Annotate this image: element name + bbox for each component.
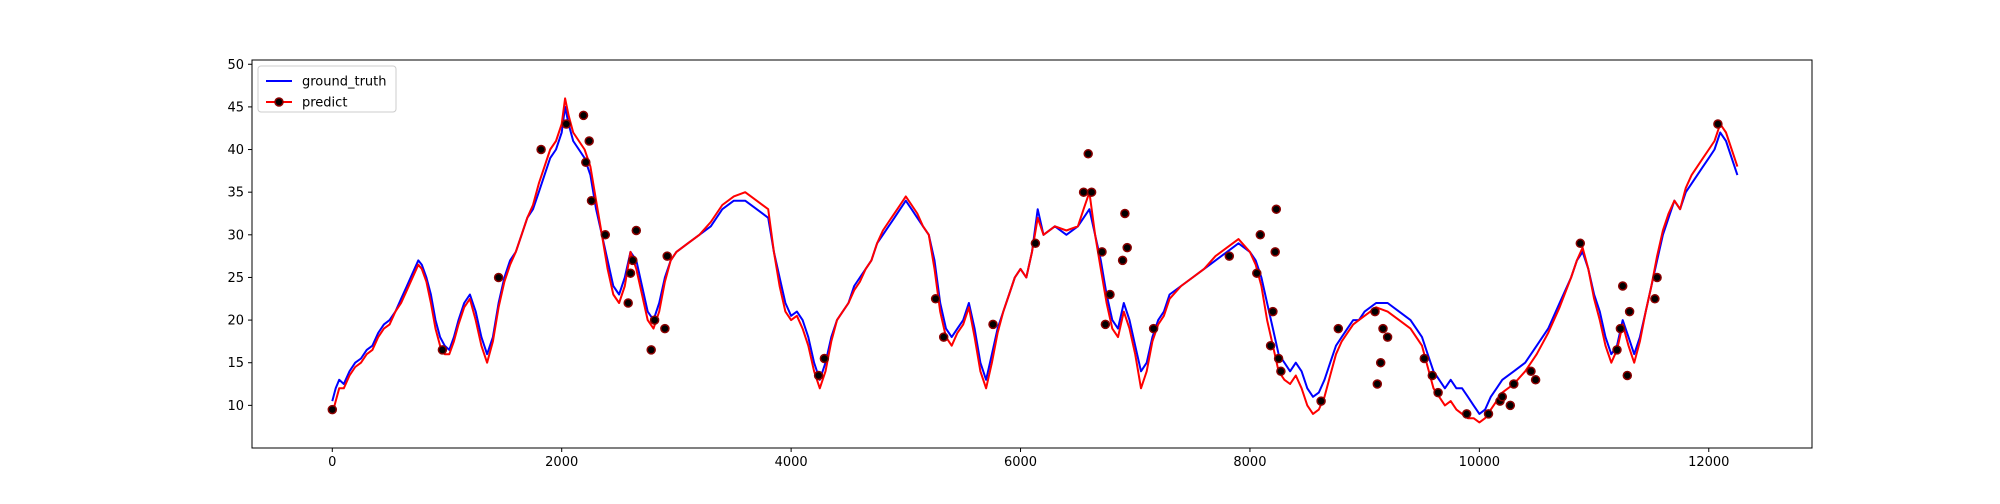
data-point xyxy=(1148,323,1159,334)
data-point xyxy=(1120,208,1130,219)
y-tick-label: 30 xyxy=(227,228,244,243)
data-point xyxy=(584,136,594,146)
y-tick-label: 20 xyxy=(227,314,244,329)
data-point xyxy=(1117,255,1128,266)
data-point xyxy=(1276,366,1286,377)
data-point xyxy=(561,119,572,129)
y-axis: 10 15 20 25 30 35 40 45 50 xyxy=(227,58,252,414)
data-point xyxy=(1100,319,1111,330)
data-point xyxy=(628,255,638,266)
data-point xyxy=(1372,379,1383,389)
data-point xyxy=(1509,379,1519,389)
y-tick-label: 40 xyxy=(227,143,244,158)
data-point xyxy=(660,323,670,334)
plot-area xyxy=(327,97,1739,424)
data-point xyxy=(1622,370,1633,381)
x-tick-label: 6000 xyxy=(1004,455,1037,470)
y-tick-label: 45 xyxy=(227,100,244,115)
y-tick-label: 35 xyxy=(227,186,244,201)
data-point xyxy=(1650,294,1660,304)
data-point xyxy=(536,144,546,155)
data-point xyxy=(600,230,611,240)
data-point xyxy=(819,353,830,364)
data-point xyxy=(1713,119,1723,129)
axes-frame xyxy=(251,59,1813,449)
data-point xyxy=(1433,387,1443,398)
x-tick-label: 2000 xyxy=(545,455,578,470)
data-point xyxy=(1612,345,1622,355)
data-point xyxy=(578,110,589,121)
data-point xyxy=(437,345,448,355)
legend-label-ground_truth: ground_truth xyxy=(302,75,387,90)
data-point xyxy=(1224,251,1235,261)
x-tick-label: 0 xyxy=(328,455,336,470)
data-point xyxy=(493,272,504,283)
data-point xyxy=(1615,323,1626,334)
data-point xyxy=(1419,353,1430,364)
data-point xyxy=(1375,357,1386,368)
data-point xyxy=(1268,306,1278,317)
data-point xyxy=(1652,272,1662,283)
legend-box xyxy=(257,65,397,113)
data-point xyxy=(1255,230,1266,240)
data-point xyxy=(1370,306,1380,317)
legend-marker xyxy=(274,97,284,107)
data-point xyxy=(1086,187,1097,197)
data-point xyxy=(1271,204,1282,214)
series-predict xyxy=(327,97,1739,424)
data-point xyxy=(662,251,672,261)
data-point xyxy=(1624,306,1635,317)
x-tick-label: 4000 xyxy=(775,455,808,470)
data-point xyxy=(1265,340,1276,351)
data-point xyxy=(1575,238,1586,249)
data-point xyxy=(1497,392,1508,402)
data-point xyxy=(988,319,998,330)
data-point xyxy=(1273,353,1284,364)
data-point xyxy=(1097,247,1107,257)
series-line-predict xyxy=(331,97,1739,424)
x-tick-label: 8000 xyxy=(1233,455,1266,470)
data-point xyxy=(1378,323,1388,334)
data-point xyxy=(1270,247,1280,257)
data-point xyxy=(586,195,597,206)
data-point xyxy=(1252,268,1262,278)
data-point xyxy=(646,345,656,355)
y-tick-label: 50 xyxy=(227,58,244,73)
data-point xyxy=(1505,400,1516,411)
data-point xyxy=(581,157,591,168)
data-point xyxy=(1083,149,1093,159)
data-point xyxy=(631,225,642,236)
data-point xyxy=(1030,238,1041,249)
x-tick-label: 10000 xyxy=(1459,455,1500,470)
data-point xyxy=(1105,289,1115,300)
data-point xyxy=(1333,323,1344,334)
x-axis: 0 2000 4000 6000 8000 10000 12000 xyxy=(328,448,1729,470)
data-point xyxy=(938,332,949,342)
data-point xyxy=(1461,409,1472,419)
data-point xyxy=(1617,281,1628,291)
data-point xyxy=(649,315,660,325)
data-point xyxy=(327,404,338,415)
data-point xyxy=(623,298,633,308)
data-point xyxy=(1483,409,1494,419)
y-tick-label: 25 xyxy=(227,271,244,286)
y-tick-label: 10 xyxy=(227,399,244,414)
legend-label-predict: predict xyxy=(302,96,347,111)
data-point xyxy=(813,370,824,381)
data-point xyxy=(1316,396,1326,406)
data-point xyxy=(1530,375,1541,385)
data-point xyxy=(625,268,636,278)
data-point xyxy=(1382,332,1393,342)
data-point xyxy=(1427,370,1438,381)
data-point xyxy=(930,294,941,304)
data-point xyxy=(1526,366,1536,377)
x-tick-label: 12000 xyxy=(1688,455,1729,470)
y-tick-label: 15 xyxy=(227,356,244,371)
data-point xyxy=(1078,187,1089,197)
data-point xyxy=(1122,242,1132,253)
